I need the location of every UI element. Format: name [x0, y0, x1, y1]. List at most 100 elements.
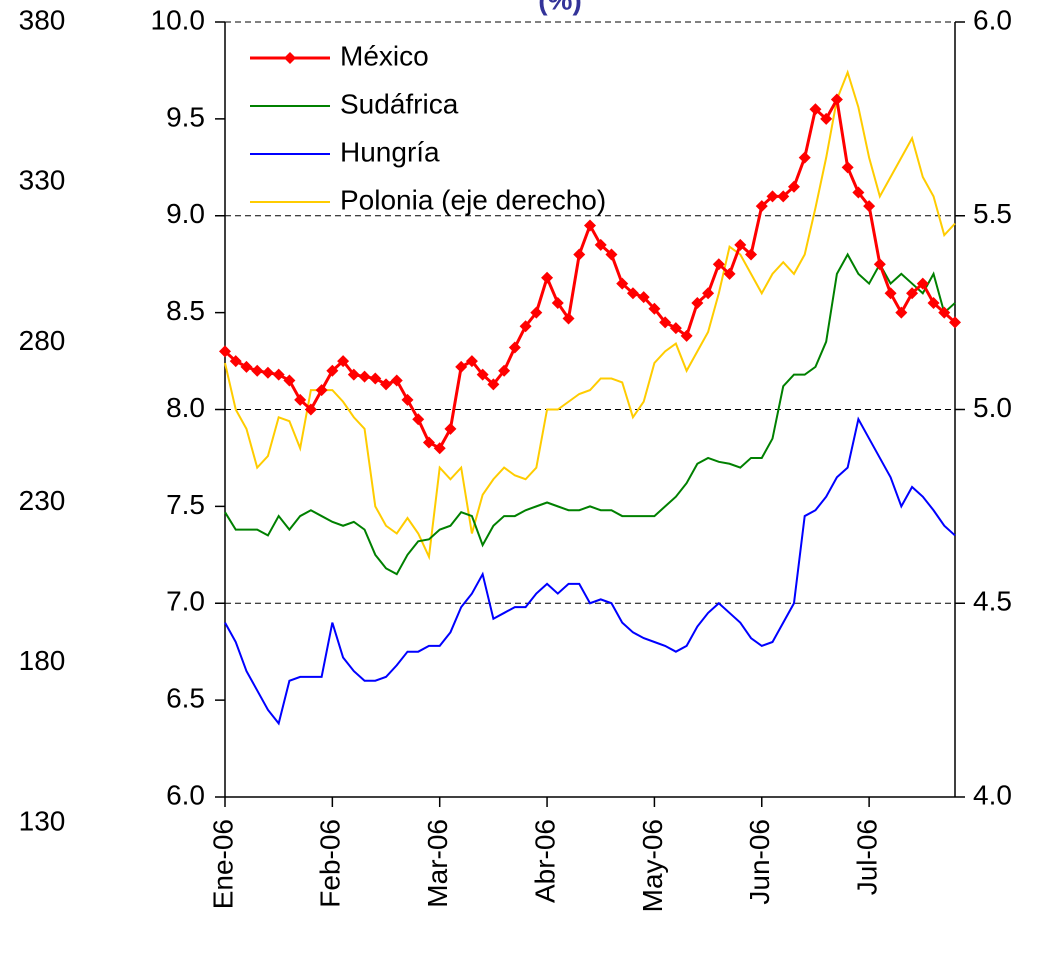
- point-marker: [616, 277, 629, 290]
- point-marker: [422, 436, 435, 449]
- point-marker: [830, 93, 843, 106]
- point-marker: [401, 393, 414, 406]
- y3-tick-label: 330: [19, 165, 66, 196]
- point-marker: [873, 258, 886, 271]
- point-marker: [261, 366, 274, 379]
- point-marker: [251, 364, 264, 377]
- point-marker: [626, 287, 639, 300]
- legend-label: Sudáfrica: [340, 88, 459, 119]
- x-tick-label: Feb-06: [315, 819, 346, 908]
- y-tick-label: 6.5: [166, 683, 205, 714]
- point-marker: [315, 384, 328, 397]
- y2-tick-label: 5.0: [973, 392, 1012, 423]
- point-marker: [809, 103, 822, 116]
- point-marker: [605, 248, 618, 261]
- point-marker: [745, 248, 758, 261]
- point-marker: [841, 161, 854, 174]
- point-marker: [884, 287, 897, 300]
- point-marker: [755, 200, 768, 213]
- x-tick-label: May-06: [637, 819, 668, 912]
- point-marker: [637, 291, 650, 304]
- y3-tick-label: 280: [19, 325, 66, 356]
- point-marker: [519, 320, 532, 333]
- point-marker: [895, 306, 908, 319]
- y2-tick-label: 4.5: [973, 586, 1012, 617]
- point-marker: [712, 258, 725, 271]
- x-tick-label: Mar-06: [422, 819, 453, 908]
- point-marker: [723, 267, 736, 280]
- y-tick-label: 9.5: [166, 101, 205, 132]
- point-marker: [820, 112, 833, 125]
- y3-tick-label: 180: [19, 645, 66, 676]
- point-marker: [938, 306, 951, 319]
- point-marker: [584, 219, 596, 232]
- y-tick-label: 7.5: [166, 489, 205, 520]
- y-tick-label: 8.5: [166, 295, 205, 326]
- chart-title: (%): [538, 0, 582, 15]
- point-marker: [863, 200, 876, 213]
- point-marker: [219, 345, 231, 358]
- point-marker: [433, 442, 446, 455]
- point-marker: [487, 378, 500, 391]
- point-marker: [369, 372, 382, 385]
- point-marker: [648, 302, 661, 315]
- point-marker: [390, 374, 403, 387]
- point-marker: [594, 238, 607, 251]
- y3-tick-label: 380: [19, 4, 66, 35]
- point-marker: [916, 277, 929, 290]
- x-tick-label: Abr-06: [529, 819, 560, 903]
- point-marker: [927, 296, 940, 309]
- point-marker: [906, 287, 919, 300]
- series-line: [224, 69, 956, 561]
- point-marker: [702, 287, 715, 300]
- y2-tick-label: 6.0: [973, 4, 1012, 35]
- point-marker: [766, 190, 779, 203]
- point-marker: [551, 296, 564, 309]
- legend-label: Polonia (eje derecho): [340, 184, 606, 215]
- legend-marker: [284, 52, 296, 64]
- y-tick-label: 7.0: [166, 586, 205, 617]
- point-marker: [240, 360, 253, 373]
- y-tick-label: 9.0: [166, 198, 205, 229]
- point-marker: [272, 368, 285, 381]
- series-line: [224, 252, 956, 576]
- point-marker: [541, 271, 554, 284]
- y-tick-label: 8.0: [166, 392, 205, 423]
- y-tick-label: 6.0: [166, 779, 205, 810]
- y-tick-label: 10.0: [151, 4, 206, 35]
- point-marker: [412, 413, 425, 426]
- y3-tick-label: 230: [19, 485, 66, 516]
- point-marker: [294, 393, 307, 406]
- legend-label: Hungría: [340, 136, 440, 167]
- point-marker: [337, 355, 350, 368]
- point-marker: [562, 312, 575, 325]
- point-marker: [283, 374, 296, 387]
- point-marker: [380, 378, 393, 391]
- point-marker: [326, 364, 339, 377]
- x-tick-label: Jul-06: [852, 819, 883, 895]
- point-marker: [691, 296, 704, 309]
- x-tick-label: Jun-06: [744, 819, 775, 905]
- point-marker: [777, 190, 790, 203]
- point-marker: [347, 368, 360, 381]
- point-marker: [680, 329, 693, 342]
- legend-label: México: [340, 40, 429, 71]
- point-marker: [358, 370, 371, 383]
- point-marker: [669, 322, 682, 335]
- y3-tick-label: 130: [19, 805, 66, 836]
- x-tick-label: Ene-06: [207, 819, 238, 909]
- point-marker: [530, 306, 543, 319]
- point-marker: [573, 248, 586, 261]
- point-marker: [498, 364, 511, 377]
- point-marker: [852, 186, 865, 199]
- point-marker: [787, 180, 800, 193]
- point-marker: [465, 355, 478, 368]
- point-marker: [798, 151, 811, 164]
- y2-tick-label: 5.5: [973, 198, 1012, 229]
- series-line: [223, 94, 957, 451]
- point-marker: [304, 403, 317, 416]
- point-marker: [734, 238, 747, 251]
- point-marker: [229, 355, 242, 368]
- point-marker: [508, 341, 521, 354]
